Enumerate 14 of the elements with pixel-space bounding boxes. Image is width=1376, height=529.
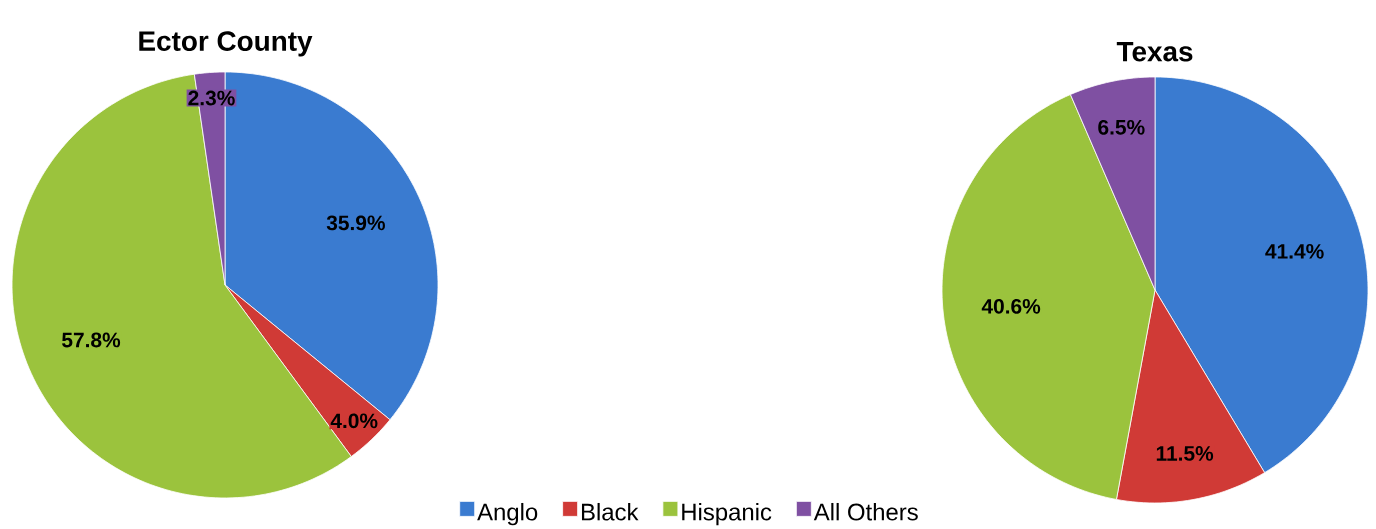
chart-title: Ector County (139, 31, 313, 57)
legend-label: All Others (813, 502, 918, 521)
legend-label: Anglo (477, 502, 538, 526)
data-label: 35.9% (326, 215, 385, 231)
data-label: 57.8% (62, 332, 121, 348)
data-label: 40.6% (981, 298, 1041, 314)
data-label: 11.5% (1156, 446, 1214, 461)
legend-label: Hispanic (682, 502, 772, 526)
data-label: 6.5% (1098, 119, 1145, 135)
data-label: 2.3% (188, 90, 235, 106)
data-label: 41.4% (1265, 243, 1324, 259)
chart-title: Texas (1116, 42, 1193, 62)
legend-label: Black (581, 502, 639, 521)
data-label: 4.0% (330, 413, 378, 429)
